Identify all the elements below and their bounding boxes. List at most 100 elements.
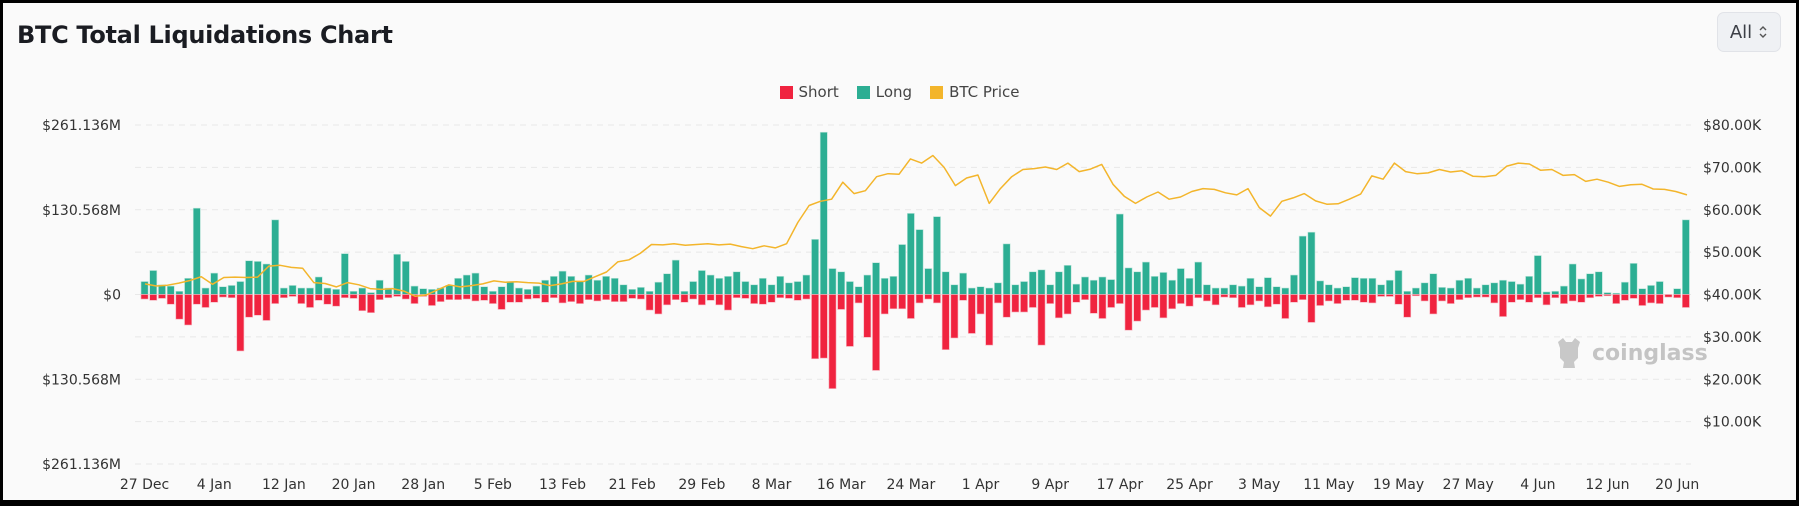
long-bar[interactable] (976, 286, 985, 295)
short-bar[interactable] (1560, 294, 1568, 304)
short-bar[interactable] (497, 294, 506, 310)
short-bar[interactable] (1124, 294, 1133, 331)
long-bar[interactable] (1246, 277, 1255, 295)
long-bar[interactable] (1655, 281, 1664, 295)
long-bar[interactable] (1473, 287, 1481, 295)
short-bar[interactable] (1220, 294, 1229, 298)
short-bar[interactable] (1055, 294, 1063, 319)
long-bar[interactable] (1290, 274, 1298, 295)
short-bar[interactable] (532, 294, 541, 299)
long-bar[interactable] (698, 270, 706, 295)
short-bar[interactable] (819, 294, 828, 359)
short-bar[interactable] (793, 294, 802, 301)
long-bar[interactable] (332, 289, 341, 295)
short-bar[interactable] (375, 294, 384, 300)
short-bar[interactable] (1072, 294, 1081, 303)
long-bar[interactable] (880, 277, 889, 295)
long-bar[interactable] (1560, 285, 1568, 295)
long-bar[interactable] (793, 281, 802, 295)
short-bar[interactable] (1612, 294, 1621, 304)
short-bar[interactable] (489, 294, 497, 304)
long-bar[interactable] (1394, 270, 1403, 295)
long-bar[interactable] (854, 286, 863, 295)
short-bar[interactable] (1673, 294, 1682, 299)
short-bar[interactable] (1577, 294, 1586, 303)
short-bar[interactable] (1594, 294, 1603, 297)
long-bar[interactable] (306, 287, 314, 295)
short-bar[interactable] (1342, 294, 1351, 301)
long-bar[interactable] (1168, 279, 1176, 295)
short-bar[interactable] (1507, 294, 1516, 303)
short-bar[interactable] (1037, 294, 1046, 346)
time-range-select[interactable]: All (1717, 12, 1781, 52)
short-bar[interactable] (889, 294, 898, 310)
long-bar[interactable] (1011, 284, 1020, 295)
short-bar[interactable] (1168, 294, 1176, 310)
long-bar[interactable] (1464, 277, 1473, 295)
long-bar[interactable] (1324, 284, 1333, 295)
long-bar[interactable] (1429, 273, 1438, 295)
short-bar[interactable] (802, 294, 811, 300)
long-bar[interactable] (515, 287, 523, 295)
long-bar[interactable] (1333, 287, 1342, 295)
short-bar[interactable] (976, 294, 985, 315)
short-bar[interactable] (1194, 294, 1203, 299)
long-bar[interactable] (1316, 280, 1325, 295)
long-bar[interactable] (523, 289, 532, 295)
long-bar[interactable] (1342, 286, 1351, 295)
long-bar[interactable] (1081, 276, 1089, 295)
short-bar[interactable] (967, 294, 976, 334)
short-bar[interactable] (314, 294, 323, 301)
long-bar[interactable] (1055, 271, 1063, 295)
long-bar[interactable] (1420, 282, 1429, 295)
legend-item-btc-price[interactable]: BTC Price (930, 83, 1020, 101)
long-bar[interactable] (898, 244, 907, 295)
long-bar[interactable] (1124, 267, 1133, 295)
long-bar[interactable] (1385, 279, 1394, 295)
long-bar[interactable] (1150, 276, 1159, 295)
short-bar[interactable] (401, 294, 410, 300)
long-bar[interactable] (1577, 278, 1586, 295)
long-bar[interactable] (680, 290, 689, 295)
long-bar[interactable] (1594, 271, 1603, 295)
long-bar[interactable] (1237, 285, 1246, 295)
long-bar[interactable] (889, 276, 898, 295)
short-bar[interactable] (637, 294, 645, 300)
short-bar[interactable] (1011, 294, 1020, 313)
long-bar[interactable] (201, 287, 210, 295)
long-bar[interactable] (654, 281, 663, 295)
long-bar[interactable] (480, 286, 489, 295)
short-bar[interactable] (698, 294, 706, 306)
long-bar[interactable] (323, 287, 332, 295)
long-bar[interactable] (1264, 277, 1272, 295)
long-bar[interactable] (1063, 264, 1072, 295)
short-bar[interactable] (1020, 294, 1028, 313)
long-bar[interactable] (1647, 285, 1655, 295)
long-bar[interactable] (401, 261, 410, 295)
short-bar[interactable] (210, 294, 219, 303)
short-bar[interactable] (1281, 294, 1290, 319)
short-bar[interactable] (219, 294, 227, 298)
short-bar[interactable] (1464, 294, 1473, 299)
short-bar[interactable] (288, 294, 297, 297)
short-bar[interactable] (1551, 294, 1560, 299)
long-bar[interactable] (1229, 284, 1237, 295)
long-bar[interactable] (1028, 271, 1037, 295)
short-bar[interactable] (1150, 294, 1159, 308)
short-bar[interactable] (175, 294, 184, 320)
short-bar[interactable] (1681, 294, 1690, 308)
long-bar[interactable] (1542, 291, 1551, 295)
short-bar[interactable] (1237, 294, 1246, 308)
long-bar[interactable] (785, 282, 793, 295)
short-bar[interactable] (1664, 294, 1673, 298)
long-bar[interactable] (619, 284, 628, 295)
short-bar[interactable] (410, 294, 419, 304)
short-bar[interactable] (1446, 294, 1455, 304)
short-bar[interactable] (523, 294, 532, 300)
long-bar[interactable] (1533, 255, 1542, 295)
short-bar[interactable] (262, 294, 271, 321)
short-bar[interactable] (201, 294, 210, 308)
short-bar[interactable] (1473, 294, 1481, 298)
long-bar[interactable] (959, 272, 967, 295)
short-bar[interactable] (619, 294, 628, 302)
